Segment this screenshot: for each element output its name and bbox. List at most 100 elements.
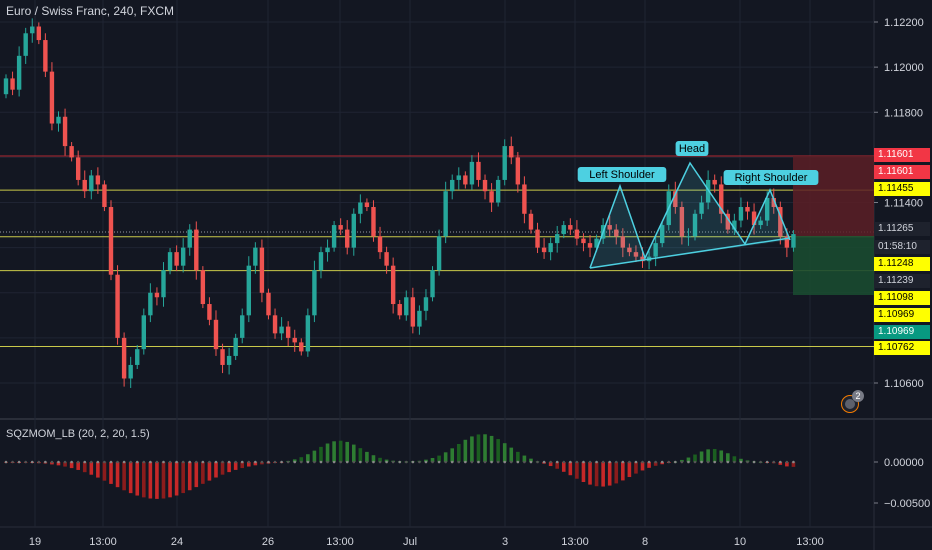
candle-body [154, 292, 160, 298]
squeeze-dot [450, 460, 454, 464]
candle-body [719, 184, 724, 214]
candle-body [712, 179, 717, 185]
price-tag[interactable]: 1.11239 [874, 274, 930, 288]
time-axis-label: 10 [734, 536, 746, 548]
squeeze-dot [693, 460, 697, 464]
squeeze-dot [17, 460, 21, 464]
squeeze-dot [155, 460, 159, 464]
squeeze-dot [477, 460, 480, 464]
candle-body [627, 247, 632, 253]
momentum-bar [601, 462, 605, 487]
price-tag[interactable]: 1.11248 [874, 257, 930, 271]
squeeze-dot [326, 460, 329, 464]
momentum-bar [246, 462, 251, 467]
candle-body [167, 252, 173, 271]
candle-body [528, 213, 534, 230]
candle-body [541, 247, 547, 253]
squeeze-dot [490, 460, 493, 464]
alerts-icon[interactable]: 2 [841, 390, 864, 413]
price-tag[interactable]: 1.10969 [874, 308, 930, 322]
price-tick-label: 1.10600 [884, 378, 924, 390]
squeeze-dot [240, 460, 244, 464]
momentum-bar [345, 441, 350, 462]
price-tag[interactable]: 1.11601 [874, 165, 930, 179]
momentum-bar [522, 455, 527, 462]
candle-body [272, 315, 278, 334]
squeeze-dot [660, 460, 664, 464]
squeeze-dot [221, 460, 224, 464]
candle-body [384, 252, 389, 266]
time-axis-label: 13:00 [796, 536, 824, 548]
squeeze-dot [83, 460, 87, 464]
momentum-bar [102, 462, 107, 481]
candle-body [377, 236, 383, 253]
momentum-bar [450, 448, 455, 462]
momentum-bar [312, 450, 317, 462]
squeeze-dot [398, 460, 402, 464]
indicator-label[interactable]: SQZMOM_LB (20, 2, 20, 1.5) [6, 428, 150, 440]
momentum-bar [299, 457, 304, 462]
momentum-bar [358, 448, 363, 462]
squeeze-dot [129, 460, 132, 464]
squeeze-dot [608, 460, 612, 464]
squeeze-dot [444, 460, 447, 464]
price-tag[interactable]: 1.10762 [874, 341, 930, 355]
momentum-bar [627, 462, 632, 478]
candle-body [745, 207, 750, 212]
candle-body [305, 315, 311, 352]
momentum-bar [135, 462, 140, 496]
price-tag[interactable]: 1.11601 [874, 148, 930, 162]
momentum-bar [607, 462, 612, 486]
price-tick-label: 1.12000 [884, 62, 924, 74]
candle-body [417, 310, 422, 327]
momentum-bar [201, 462, 205, 484]
squeeze-dot [254, 460, 257, 464]
candle-body [751, 211, 757, 226]
momentum-bar [148, 462, 153, 499]
momentum-bar [496, 439, 500, 462]
right-shoulder-label: Right Shoulder [735, 172, 808, 184]
squeeze-dot [516, 460, 520, 464]
squeeze-dot [135, 460, 139, 464]
time-axis-label: 13:00 [89, 536, 117, 548]
candle-body [489, 191, 494, 203]
squeeze-dot [345, 460, 349, 464]
squeeze-dot [765, 460, 769, 464]
squeeze-dot [194, 460, 198, 464]
momentum-bar [306, 454, 310, 462]
alert-glyph [845, 399, 855, 409]
head-shoulders-pattern [589, 161, 791, 269]
momentum-bar [325, 443, 330, 462]
squeeze-dot [260, 460, 264, 464]
momentum-bar [69, 462, 74, 469]
momentum-bar [529, 458, 533, 462]
candle-body [515, 157, 521, 185]
momentum-bar [82, 462, 87, 473]
candle-body [699, 202, 704, 214]
squeeze-dot [503, 460, 507, 464]
price-tag[interactable]: 1.10969 [874, 325, 930, 339]
alert-count-badge: 2 [852, 390, 864, 402]
price-tag[interactable]: 1.11265 [874, 222, 930, 236]
price-tag[interactable]: 1.11455 [874, 182, 930, 196]
price-tag[interactable]: 1.11098 [874, 291, 930, 305]
symbol-title[interactable]: Euro / Swiss Franc, 240, FXCM [6, 4, 175, 18]
candle-body [43, 40, 48, 72]
momentum-bar [430, 458, 435, 462]
candle-body [161, 270, 166, 298]
candle-body [299, 342, 304, 352]
momentum-bar [502, 443, 507, 462]
candle-body [36, 26, 42, 41]
price-tag[interactable]: 01:58:10 [874, 240, 930, 254]
time-axis-label: 26 [262, 536, 274, 548]
candle-body [82, 179, 87, 192]
momentum-bar [489, 435, 494, 462]
squeeze-dot [483, 460, 487, 464]
take-profit-zone [793, 236, 874, 295]
squeeze-dot [496, 460, 500, 464]
momentum-bar [614, 462, 619, 484]
price-tick-label: 1.12200 [884, 17, 924, 29]
squeeze-dot [50, 460, 54, 464]
momentum-bar [207, 462, 212, 481]
